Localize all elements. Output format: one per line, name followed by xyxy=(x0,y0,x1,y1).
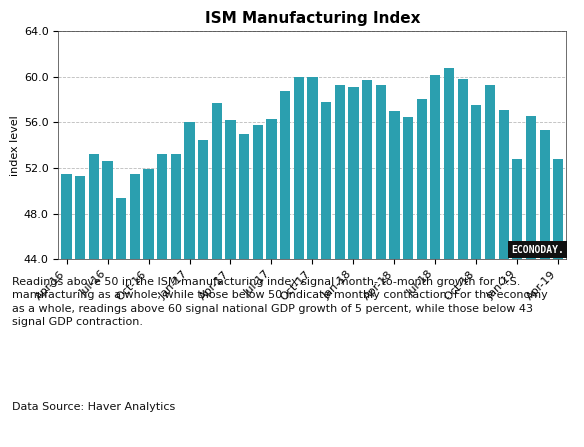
Bar xyxy=(430,75,440,447)
Bar xyxy=(553,159,564,447)
Bar xyxy=(102,161,113,447)
Y-axis label: index level: index level xyxy=(10,115,20,176)
Bar xyxy=(457,79,468,447)
Bar xyxy=(390,111,399,447)
Text: ECONODAY.: ECONODAY. xyxy=(511,245,564,255)
Text: Readings above 50 in the ISM manufacturing index signal month- to-month growth f: Readings above 50 in the ISM manufacturi… xyxy=(12,277,547,327)
Bar xyxy=(499,110,509,447)
Bar xyxy=(130,174,140,447)
Bar xyxy=(485,85,495,447)
Bar xyxy=(144,169,154,447)
Bar xyxy=(540,131,550,447)
Bar xyxy=(471,105,481,447)
Bar xyxy=(171,154,181,447)
Bar xyxy=(212,103,222,447)
Bar xyxy=(403,117,413,447)
Bar xyxy=(75,176,85,447)
Bar xyxy=(376,85,386,447)
Bar xyxy=(526,116,536,447)
Bar xyxy=(335,85,345,447)
Bar xyxy=(266,119,277,447)
Bar xyxy=(280,91,290,447)
Bar xyxy=(362,80,372,447)
Bar xyxy=(185,122,194,447)
Title: ISM Manufacturing Index: ISM Manufacturing Index xyxy=(204,11,420,26)
Bar xyxy=(444,68,454,447)
Bar xyxy=(253,125,263,447)
Bar xyxy=(61,174,72,447)
Bar xyxy=(512,159,523,447)
Bar xyxy=(321,102,331,447)
Bar xyxy=(348,87,359,447)
Bar xyxy=(89,154,99,447)
Bar xyxy=(307,77,318,447)
Bar xyxy=(416,98,427,447)
Bar xyxy=(116,198,126,447)
Text: Data Source: Haver Analytics: Data Source: Haver Analytics xyxy=(12,402,175,412)
Bar xyxy=(157,154,168,447)
Bar xyxy=(294,77,304,447)
Bar xyxy=(198,139,208,447)
Bar xyxy=(239,134,249,447)
Bar xyxy=(225,120,235,447)
